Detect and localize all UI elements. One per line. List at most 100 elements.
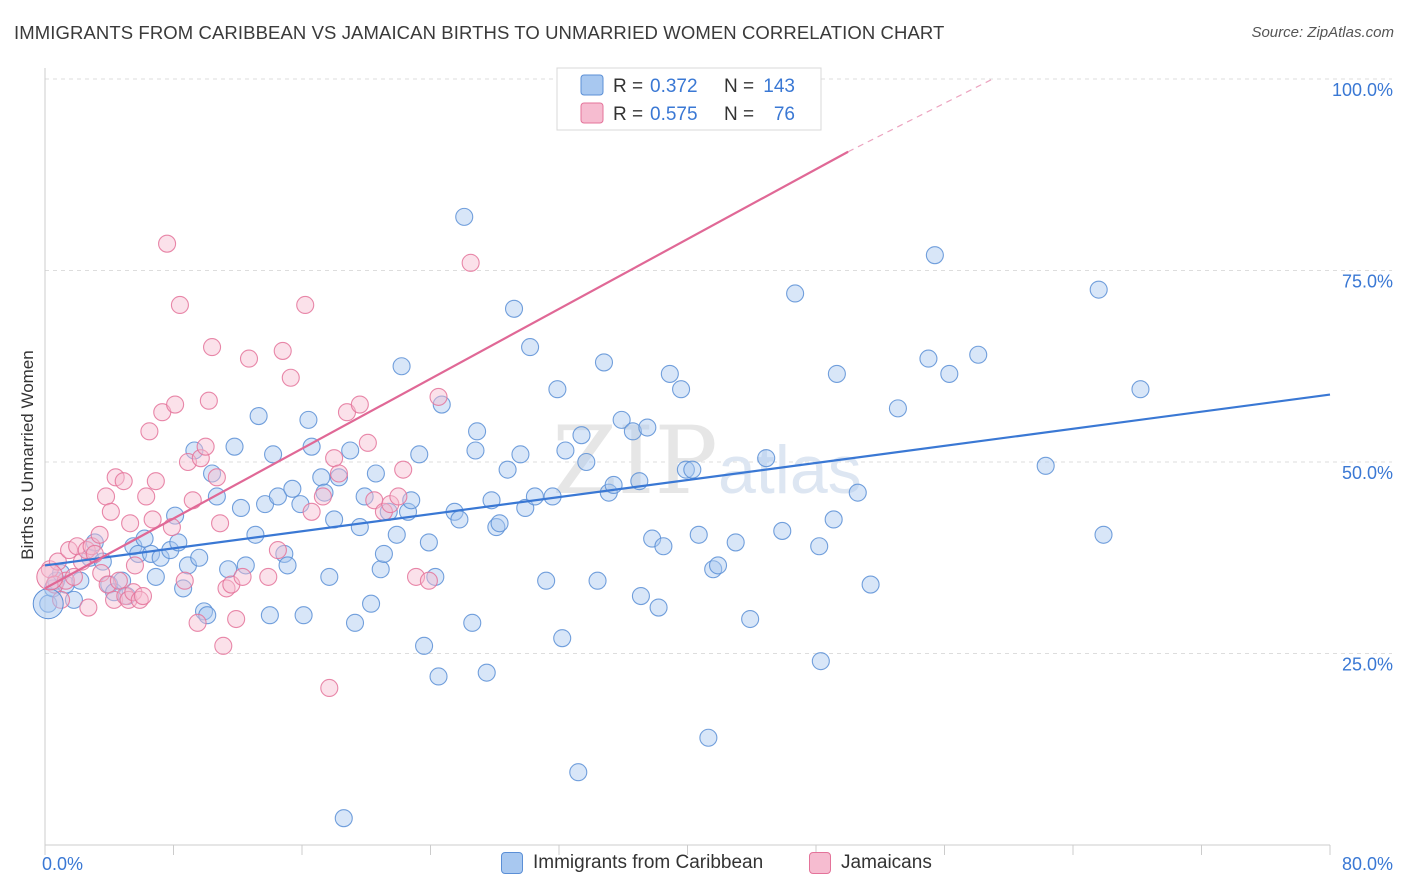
legend-r-label: R = bbox=[613, 104, 643, 125]
point-caribbean bbox=[345, 613, 365, 632]
point-caribbean bbox=[283, 479, 302, 498]
point-caribbean bbox=[683, 460, 702, 479]
point-jamaicans bbox=[98, 575, 117, 594]
point-jamaicans bbox=[96, 487, 116, 506]
point-caribbean bbox=[672, 380, 691, 399]
point-jamaicans bbox=[125, 556, 144, 575]
point-jamaicans bbox=[233, 567, 252, 586]
point-caribbean bbox=[824, 510, 843, 529]
point-caribbean bbox=[631, 586, 650, 606]
point-jamaicans bbox=[166, 395, 185, 414]
point-caribbean bbox=[741, 609, 760, 629]
legend-swatch-blue bbox=[501, 852, 523, 874]
legend-swatch-pink bbox=[809, 852, 831, 874]
point-caribbean bbox=[594, 353, 614, 372]
point-caribbean bbox=[264, 445, 283, 464]
point-jamaicans bbox=[137, 487, 156, 506]
legend-item-jamaicans[interactable]: Jamaicans bbox=[809, 852, 932, 874]
x-tick-label: 80.0% bbox=[1342, 854, 1393, 874]
point-caribbean bbox=[940, 364, 959, 383]
point-caribbean bbox=[320, 567, 339, 586]
point-caribbean bbox=[925, 246, 944, 265]
point-jamaicans bbox=[227, 609, 246, 629]
point-caribbean bbox=[455, 207, 474, 226]
point-caribbean bbox=[329, 468, 348, 487]
point-caribbean bbox=[468, 422, 487, 441]
point-jamaicans bbox=[325, 449, 344, 468]
point-jamaicans bbox=[358, 433, 377, 452]
point-caribbean bbox=[249, 406, 268, 426]
point-caribbean bbox=[888, 399, 907, 418]
point-caribbean bbox=[32, 588, 64, 620]
correlation-legend: R = 0.372 N = 143 R = 0.575 N = 76 bbox=[556, 67, 822, 131]
point-caribbean bbox=[350, 518, 369, 537]
series-legend: Immigrants from Caribbean Jamaicans bbox=[0, 852, 1406, 878]
point-jamaicans bbox=[175, 571, 194, 590]
trend-line-caribbean bbox=[44, 393, 1331, 567]
point-caribbean bbox=[299, 410, 318, 429]
legend-item-caribbean[interactable]: Immigrants from Caribbean bbox=[501, 852, 763, 874]
point-caribbean bbox=[861, 575, 880, 594]
point-jamaicans bbox=[296, 295, 315, 315]
point-caribbean bbox=[334, 809, 353, 828]
legend-r-label: R = bbox=[613, 76, 643, 97]
point-caribbean bbox=[726, 533, 745, 552]
data-points bbox=[32, 207, 1150, 828]
point-caribbean bbox=[231, 498, 251, 518]
point-caribbean bbox=[969, 345, 988, 364]
point-caribbean bbox=[577, 452, 596, 472]
y-tick-label: 100.0% bbox=[1332, 80, 1393, 100]
point-caribbean bbox=[371, 560, 390, 579]
point-caribbean bbox=[548, 380, 567, 399]
trend-line-jamaicans-extension bbox=[847, 78, 993, 153]
trend-lines bbox=[44, 78, 1331, 590]
y-tick-label: 50.0% bbox=[1342, 463, 1393, 483]
legend-n-value: 76 bbox=[774, 104, 795, 125]
legend-n-label: N = bbox=[724, 104, 754, 125]
point-jamaicans bbox=[79, 598, 98, 617]
point-caribbean bbox=[463, 613, 482, 632]
point-caribbean bbox=[623, 422, 642, 441]
point-caribbean bbox=[811, 652, 830, 671]
point-caribbean bbox=[498, 460, 517, 479]
point-caribbean bbox=[392, 357, 411, 376]
point-jamaicans bbox=[419, 571, 438, 590]
point-caribbean bbox=[64, 590, 83, 609]
y-tick-label: 75.0% bbox=[1342, 272, 1393, 292]
point-caribbean bbox=[649, 598, 668, 617]
point-jamaicans bbox=[124, 583, 143, 602]
point-caribbean bbox=[341, 441, 360, 460]
legend-swatch-pink bbox=[580, 102, 604, 124]
point-jamaicans bbox=[259, 567, 278, 586]
point-caribbean bbox=[810, 537, 829, 556]
point-jamaicans bbox=[199, 391, 218, 410]
point-jamaicans bbox=[268, 541, 287, 560]
legend-r-value: 0.372 bbox=[650, 76, 698, 97]
point-caribbean bbox=[572, 426, 591, 445]
point-caribbean bbox=[1094, 525, 1113, 544]
point-caribbean bbox=[689, 525, 708, 544]
x-tick-label: 0.0% bbox=[42, 854, 83, 874]
point-caribbean bbox=[654, 537, 673, 556]
point-caribbean bbox=[638, 418, 657, 437]
point-jamaicans bbox=[350, 395, 369, 414]
point-caribbean bbox=[827, 364, 846, 383]
point-jamaicans bbox=[329, 464, 348, 483]
point-jamaicans bbox=[133, 586, 153, 606]
point-caribbean bbox=[504, 299, 524, 318]
point-caribbean bbox=[294, 606, 313, 625]
point-jamaicans bbox=[101, 502, 120, 521]
point-jamaicans bbox=[207, 468, 226, 487]
point-jamaicans bbox=[188, 613, 207, 632]
point-caribbean bbox=[146, 567, 165, 586]
point-caribbean bbox=[419, 533, 438, 552]
point-jamaicans bbox=[320, 678, 339, 698]
point-jamaicans bbox=[191, 449, 210, 468]
point-caribbean bbox=[757, 449, 776, 468]
point-caribbean bbox=[708, 556, 728, 575]
point-caribbean bbox=[660, 364, 679, 383]
point-caribbean bbox=[786, 284, 805, 303]
point-caribbean bbox=[919, 349, 938, 368]
axis-labels: 25.0% 50.0% 75.0% 100.0% 0.0% 80.0% bbox=[42, 80, 1393, 874]
legend-label: Jamaicans bbox=[841, 852, 932, 873]
